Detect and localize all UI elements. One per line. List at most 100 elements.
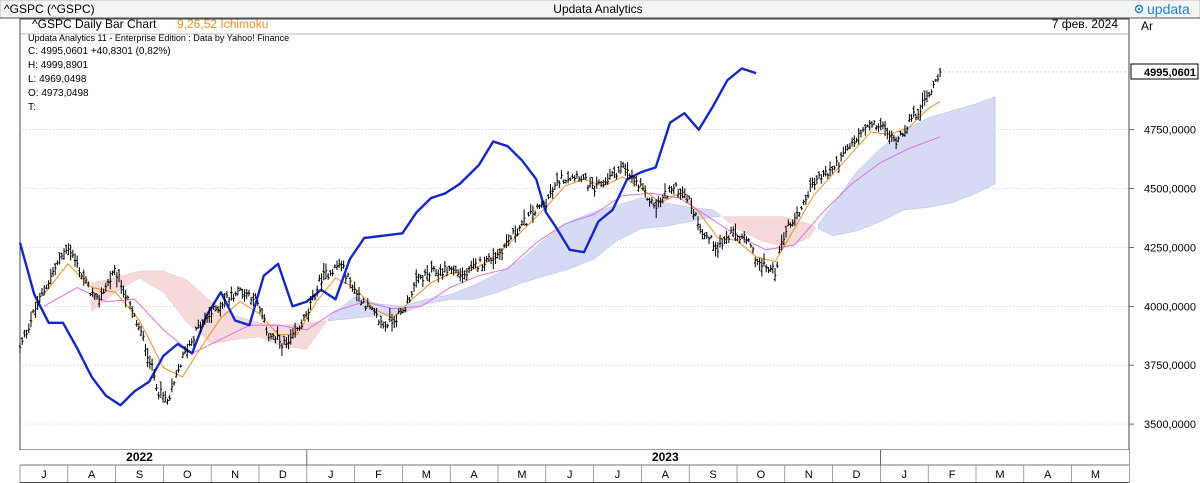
cloud-segment-1	[328, 197, 721, 321]
price-bar	[837, 162, 841, 173]
price-bar	[626, 162, 629, 179]
price-bar	[36, 295, 39, 311]
price-bar	[833, 165, 836, 171]
price-bar	[108, 271, 112, 290]
price-bar	[73, 253, 77, 267]
price-bar	[45, 284, 48, 290]
price-bar	[62, 248, 66, 260]
price-bar	[93, 292, 97, 301]
price-bar	[905, 126, 909, 134]
price-bar	[681, 186, 684, 199]
price-bar	[282, 335, 286, 345]
price-bar	[769, 264, 772, 272]
price-bar	[64, 244, 68, 254]
price-bar	[311, 289, 315, 301]
price-bar	[621, 161, 625, 168]
month-label-0: J	[41, 469, 47, 481]
price-bar	[894, 137, 898, 150]
price-bar	[934, 78, 938, 82]
price-bar	[362, 297, 365, 304]
month-label-13: A	[662, 469, 670, 481]
price-bar	[221, 301, 224, 309]
price-bar	[822, 169, 825, 177]
price-bar	[500, 248, 504, 261]
price-bar	[573, 175, 577, 182]
price-bar	[478, 256, 482, 263]
price-bar	[20, 337, 24, 346]
price-bar	[430, 260, 433, 273]
price-bar	[507, 234, 510, 247]
price-bar	[34, 301, 37, 318]
price-bar	[406, 295, 409, 304]
last-price-value: 4995,0601	[1144, 67, 1196, 79]
price-bar	[141, 331, 145, 342]
price-bar	[104, 282, 108, 293]
price-bar	[298, 325, 301, 331]
month-label-20: M	[995, 469, 1004, 481]
price-bar	[56, 260, 59, 266]
price-bar	[318, 274, 321, 282]
price-bar	[476, 266, 480, 273]
price-bar	[425, 264, 429, 281]
price-bar	[155, 383, 158, 391]
price-bar	[434, 268, 438, 277]
chart-title: ^GSPC Daily Bar Chart	[32, 17, 157, 31]
price-bar	[817, 171, 821, 179]
price-bar	[637, 184, 640, 192]
x-axis: J A S O N D J F M A M J J A S O N D J F M A M 2022 2023	[19, 450, 1100, 483]
month-label-17: D	[853, 469, 861, 481]
price-bar	[859, 130, 863, 138]
price-bar	[252, 292, 255, 307]
price-bar	[42, 284, 46, 296]
price-bar	[377, 319, 381, 326]
price-bar	[806, 191, 810, 199]
price-bar	[921, 92, 924, 109]
price-bar	[18, 343, 22, 353]
price-bar	[368, 305, 372, 310]
price-bar	[591, 176, 594, 190]
price-bar	[150, 358, 154, 371]
price-bar	[775, 261, 779, 269]
price-bar	[194, 326, 198, 331]
price-bar	[881, 121, 885, 130]
price-bar	[467, 266, 471, 274]
price-bar	[126, 295, 130, 300]
axis-label: Ar	[1141, 19, 1153, 33]
price-bar	[381, 321, 385, 329]
price-bar	[287, 334, 290, 350]
price-bar	[419, 274, 422, 280]
price-bar	[53, 263, 57, 276]
price-bar	[773, 267, 777, 282]
price-bar	[599, 180, 603, 188]
price-bar	[533, 210, 537, 216]
price-bar	[236, 286, 240, 296]
price-bar	[102, 288, 105, 294]
price-bar	[208, 306, 211, 323]
price-bar	[672, 184, 676, 195]
price-bar	[738, 235, 742, 244]
price-bar	[410, 291, 414, 298]
price-bar	[243, 289, 246, 302]
price-bar	[190, 338, 194, 346]
price-bar	[67, 243, 70, 256]
price-bar	[892, 134, 896, 142]
last-price-tag: 4995,0601	[1130, 63, 1199, 80]
price-bar	[619, 160, 623, 174]
price-bar	[29, 311, 33, 328]
price-bar	[835, 155, 838, 167]
price-bar	[720, 238, 724, 250]
price-bar	[31, 309, 35, 314]
price-bar	[157, 391, 160, 400]
price-bar	[606, 173, 610, 185]
price-bar	[245, 288, 249, 300]
price-bar	[736, 234, 739, 242]
price-bar	[49, 268, 53, 285]
brand-logo: updata	[1134, 1, 1190, 17]
price-bar	[40, 288, 44, 297]
price-bar	[540, 200, 544, 208]
price-bar	[595, 176, 599, 189]
price-bar	[846, 143, 849, 151]
price-bar	[520, 220, 524, 227]
price-bar	[95, 293, 99, 300]
